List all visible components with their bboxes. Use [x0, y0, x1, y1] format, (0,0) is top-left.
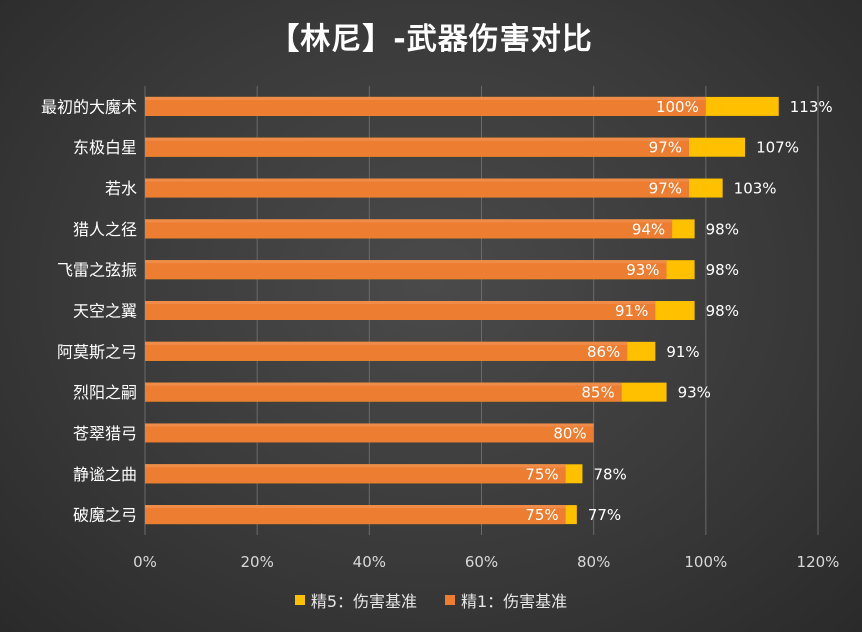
data-label-r1: 94% — [632, 220, 665, 238]
data-label-r1: 97% — [649, 139, 682, 157]
x-tick-label: 40% — [353, 553, 386, 571]
data-label-r5: 98% — [706, 302, 739, 320]
bar-r1-highlight — [145, 260, 667, 264]
chart-title: 【林尼】-武器伤害对比 — [269, 22, 593, 57]
x-tick-label: 100% — [684, 553, 727, 571]
bar-r1-highlight — [145, 178, 690, 182]
data-label-r5: 77% — [588, 506, 621, 524]
data-label-r5: 103% — [734, 180, 777, 198]
data-label-r1: 85% — [581, 384, 614, 402]
data-label-r1: 75% — [525, 465, 558, 483]
legend-item-r5: 精5：伤害基准 — [294, 588, 417, 612]
data-label-r5: 107% — [756, 139, 799, 157]
legend-swatch-r1 — [445, 595, 455, 605]
bar-r1-highlight — [145, 423, 594, 427]
bar-r1-highlight — [145, 301, 656, 304]
category-label: 阿莫斯之弓 — [57, 342, 137, 361]
bar-r1 — [145, 96, 706, 116]
bar-r1-highlight — [145, 219, 673, 223]
bar-r1-highlight — [145, 96, 706, 100]
category-label: 飞雷之弦振 — [57, 261, 137, 280]
data-label-r1: 91% — [615, 302, 648, 320]
bar-r1 — [145, 178, 690, 198]
x-tick-label: 120% — [797, 553, 840, 571]
category-label: 烈阳之嗣 — [73, 383, 137, 402]
data-label-r1: 86% — [587, 343, 620, 361]
bar-r1 — [145, 301, 656, 320]
category-label: 猎人之径 — [73, 220, 137, 239]
bar-r1 — [145, 137, 690, 157]
category-label: 若水 — [105, 179, 137, 198]
bar-r1-highlight — [145, 505, 566, 509]
x-tick-label: 0% — [133, 553, 157, 571]
category-label: 东极白星 — [73, 138, 137, 157]
data-label-r5: 91% — [666, 343, 699, 361]
legend-label-r1: 精1：伤害基准 — [461, 592, 568, 611]
x-tick-label: 20% — [240, 553, 273, 571]
bar-r1-highlight — [145, 137, 690, 141]
data-label-r5: 93% — [678, 384, 711, 402]
category-label: 苍翠猎弓 — [73, 424, 137, 443]
legend: 精5：伤害基准 精1：伤害基准 — [0, 588, 862, 612]
data-label-r5: 78% — [593, 465, 626, 483]
category-label: 天空之翼 — [73, 302, 137, 321]
bar-r1 — [145, 382, 622, 402]
bar-r1 — [145, 219, 673, 239]
legend-item-r1: 精1：伤害基准 — [445, 588, 567, 612]
data-label-r1: 97% — [649, 180, 682, 198]
category-label: 最初的大魔术 — [41, 97, 137, 116]
bar-r1 — [145, 423, 594, 443]
x-tick-label: 80% — [577, 553, 610, 571]
bar-r1 — [145, 464, 566, 484]
data-label-r1: 80% — [553, 424, 586, 442]
bar-r1 — [145, 260, 667, 280]
bar-r1 — [145, 341, 628, 361]
category-label: 静谧之曲 — [73, 465, 137, 484]
bar-r1-highlight — [145, 341, 628, 345]
bar-r1-highlight — [145, 464, 566, 468]
legend-swatch-r5 — [294, 595, 305, 605]
data-label-r5: 113% — [790, 98, 833, 116]
bar-r1 — [145, 505, 566, 525]
bar-r1-highlight — [145, 382, 622, 386]
data-label-r1: 93% — [626, 261, 659, 279]
data-label-r1: 75% — [525, 506, 558, 524]
data-label-r1: 100% — [656, 98, 699, 116]
category-label: 破魔之弓 — [73, 506, 137, 525]
legend-label-r5: 精5：伤害基准 — [310, 592, 417, 611]
data-label-r5: 98% — [706, 261, 739, 279]
x-tick-label: 60% — [465, 553, 498, 571]
data-label-r5: 98% — [706, 220, 739, 238]
